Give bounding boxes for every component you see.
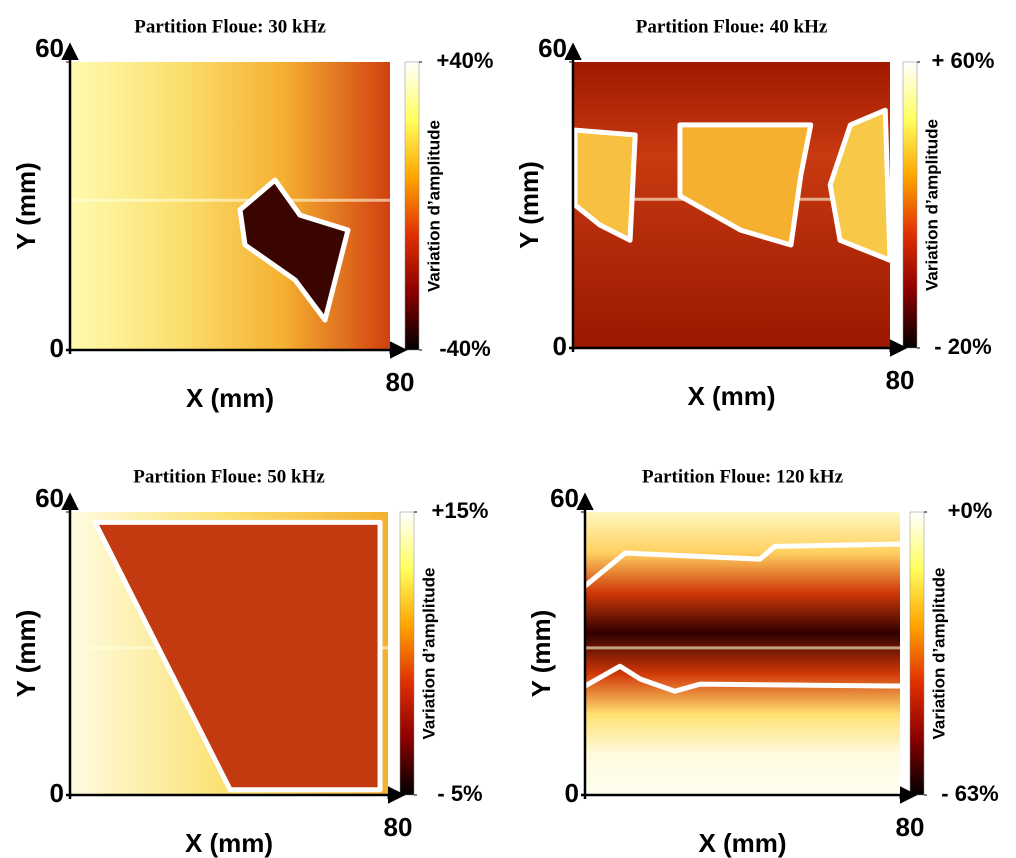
chart-title: Partition Floue: 30 kHz xyxy=(134,16,326,37)
colorbar xyxy=(902,61,918,349)
region-outline xyxy=(583,541,901,588)
y-tick-label: 0 xyxy=(565,778,579,808)
region-outline xyxy=(677,122,814,248)
x-axis-label: X (mm) xyxy=(186,383,274,413)
chart-title: Partition Floue: 120 kHz xyxy=(642,466,844,487)
y-tick-label: 0 xyxy=(50,778,64,808)
y-tick-label: 60 xyxy=(35,33,64,63)
colorbar-label: Variation d’amplitude xyxy=(929,568,948,740)
colorbar-tick-label: -40% xyxy=(439,336,490,361)
colorbar xyxy=(909,511,925,796)
colorbar-tick-label: - 5% xyxy=(437,781,482,806)
colorbar-tick-label: +0% xyxy=(948,498,993,523)
chart-title: Partition Floue: 50 kHz xyxy=(133,466,325,487)
x-tick-label: 80 xyxy=(896,812,925,842)
y-axis-label: Y (mm) xyxy=(11,162,41,250)
y-axis-label: Y (mm) xyxy=(526,610,556,698)
x-tick-label: 80 xyxy=(384,812,413,842)
x-axis-label: X (mm) xyxy=(185,828,273,858)
y-tick-label: 60 xyxy=(550,483,579,513)
y-tick-label: 0 xyxy=(50,333,64,363)
x-axis-label: X (mm) xyxy=(698,828,786,858)
region-outline xyxy=(237,177,351,323)
chart-title: Partition Floue: 40 kHz xyxy=(636,16,828,37)
x-tick-label: 80 xyxy=(886,365,915,395)
colorbar-tick-label: +40% xyxy=(437,48,494,73)
colorbar-label: Variation d’amplitude xyxy=(922,119,941,291)
colorbar-tick-label: - 63% xyxy=(941,781,998,806)
y-tick-label: 0 xyxy=(553,331,567,361)
y-axis-label: Y (mm) xyxy=(11,610,41,698)
colorbar-tick-label: + 60% xyxy=(932,48,995,73)
region-outline xyxy=(583,663,901,694)
colorbar-label: Variation d’amplitude xyxy=(419,568,438,740)
colorbar-tick-label: +15% xyxy=(432,498,489,523)
colorbar xyxy=(399,511,415,796)
y-tick-label: 60 xyxy=(538,33,567,63)
region-outline xyxy=(572,127,638,243)
x-tick-label: 80 xyxy=(386,367,415,397)
colorbar-tick-label: - 20% xyxy=(934,334,991,359)
region-outline xyxy=(92,519,383,793)
y-axis-label: Y (mm) xyxy=(514,161,544,249)
y-tick-label: 60 xyxy=(35,483,64,513)
colorbar-label: Variation d’amplitude xyxy=(424,120,443,292)
x-axis-label: X (mm) xyxy=(687,381,775,411)
region-outline xyxy=(827,107,893,263)
heatmap-field xyxy=(70,62,390,350)
colorbar xyxy=(404,61,420,351)
